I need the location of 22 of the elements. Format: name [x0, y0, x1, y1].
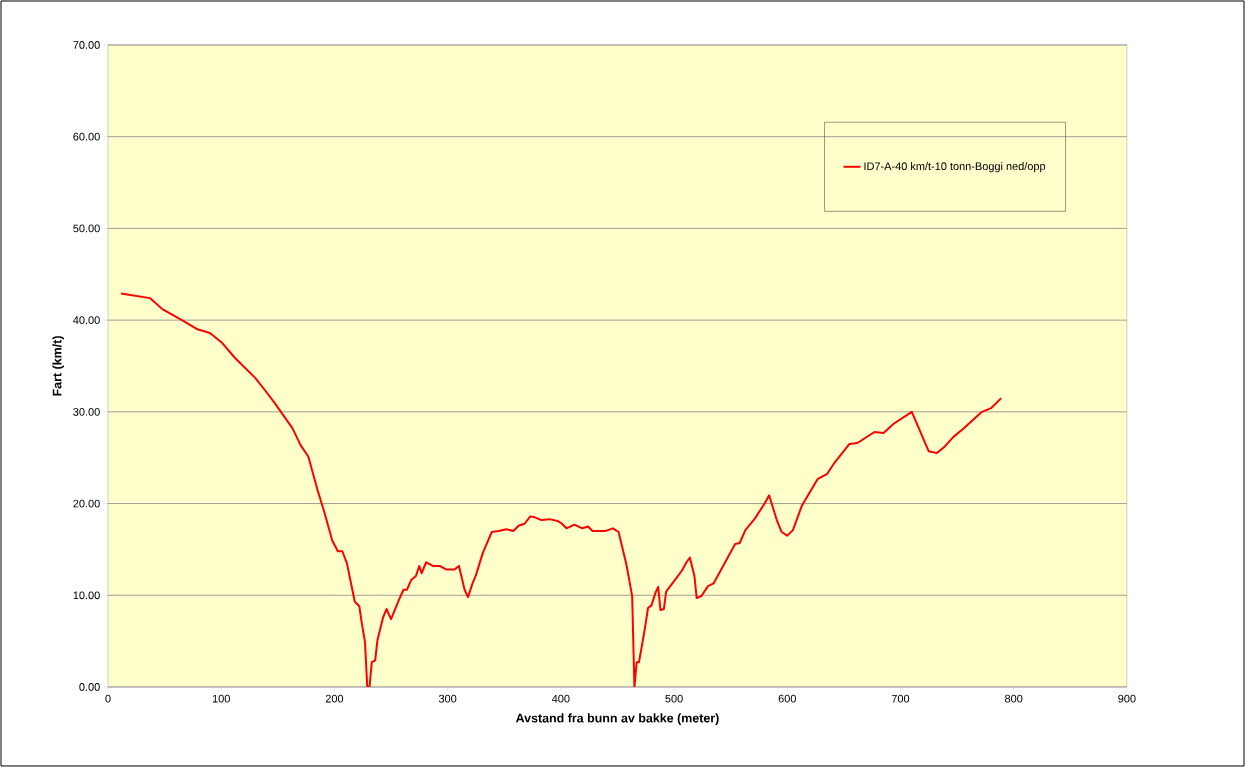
- y-tick-label: 30.00: [73, 407, 100, 416]
- legend-label: ID7-A-40 km/t-10 tonn-Boggi ned/opp: [864, 162, 1046, 173]
- y-tick-label: 20.00: [73, 499, 100, 508]
- y-tick-label: 50.00: [73, 224, 100, 233]
- x-tick-label: 500: [665, 694, 683, 703]
- line-series: [120, 292, 1003, 687]
- y-tick-label: 0.00: [79, 683, 100, 691]
- x-tick-label: 700: [891, 694, 910, 703]
- y-tick-label: 60.00: [73, 132, 100, 141]
- x-tick-label: 400: [551, 694, 570, 703]
- x-axis-title: Avstand fra bunn av bakke (meter): [515, 713, 719, 725]
- x-tick-label: 100: [212, 694, 230, 703]
- x-tick-label: 800: [1005, 694, 1023, 703]
- x-tick-label: 300: [438, 694, 457, 703]
- x-tick-label: 900: [1118, 694, 1136, 703]
- y-tick-label: 40.00: [73, 316, 100, 325]
- x-tick-label: 0: [105, 694, 111, 703]
- y-tick-label: 10.00: [73, 591, 100, 600]
- y-tick-label: 70.00: [73, 41, 100, 49]
- y-axis-title: Fart (km/t): [52, 336, 64, 396]
- x-tick-label: 200: [325, 694, 344, 703]
- x-tick-label: 600: [778, 694, 796, 703]
